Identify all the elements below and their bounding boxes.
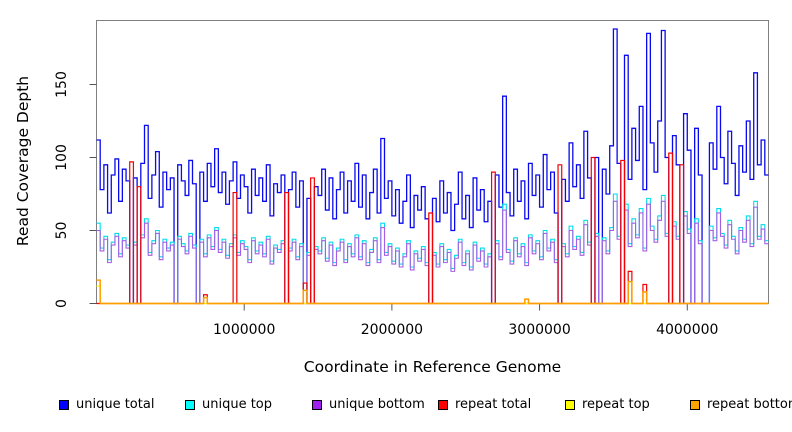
y-axis-title-text: Read Coverage Depth [14,75,32,247]
legend-item-unique-bottom: unique bottom [312,397,425,412]
unique-top-swatch-icon [185,399,195,410]
legend-label: unique bottom [329,397,425,412]
legend-label: unique top [202,397,273,412]
x-tick-label: 3000000 [508,322,570,338]
legend-item-unique-top: unique top [185,397,272,412]
unique-bottom-swatch-icon [312,399,322,410]
legend-item-repeat-total: repeat total [438,397,531,412]
y-tick-label: 0 [54,299,70,308]
series-line-repeat-bottom [96,279,769,305]
y-tick-label: 100 [54,144,70,171]
legend-label: repeat bottom [707,397,792,412]
repeat-top-swatch-icon [565,399,575,410]
series-line-repeat-total [96,152,769,305]
repeat-bottom-swatch-icon [690,399,700,410]
legend-label: repeat top [582,397,650,412]
repeat-total-swatch-icon [438,399,448,410]
x-axis-title: Coordinate in Reference Genome [303,358,562,376]
y-tick-label: 50 [54,222,70,240]
legend-item-repeat-bottom: repeat bottom [690,397,792,412]
x-tick-label: 1000000 [213,322,275,338]
y-tick-label: 150 [54,71,70,98]
legend-item-repeat-top: repeat top [565,397,650,412]
x-tick-label: 4000000 [656,322,718,338]
x-tick-label: 2000000 [361,322,423,338]
chart-legend: unique total unique top unique bottom re… [0,397,792,417]
unique-total-swatch-icon [59,399,69,410]
legend-item-unique-total: unique total [59,397,154,412]
legend-label: repeat total [455,397,532,412]
legend-label: unique total [76,397,155,412]
